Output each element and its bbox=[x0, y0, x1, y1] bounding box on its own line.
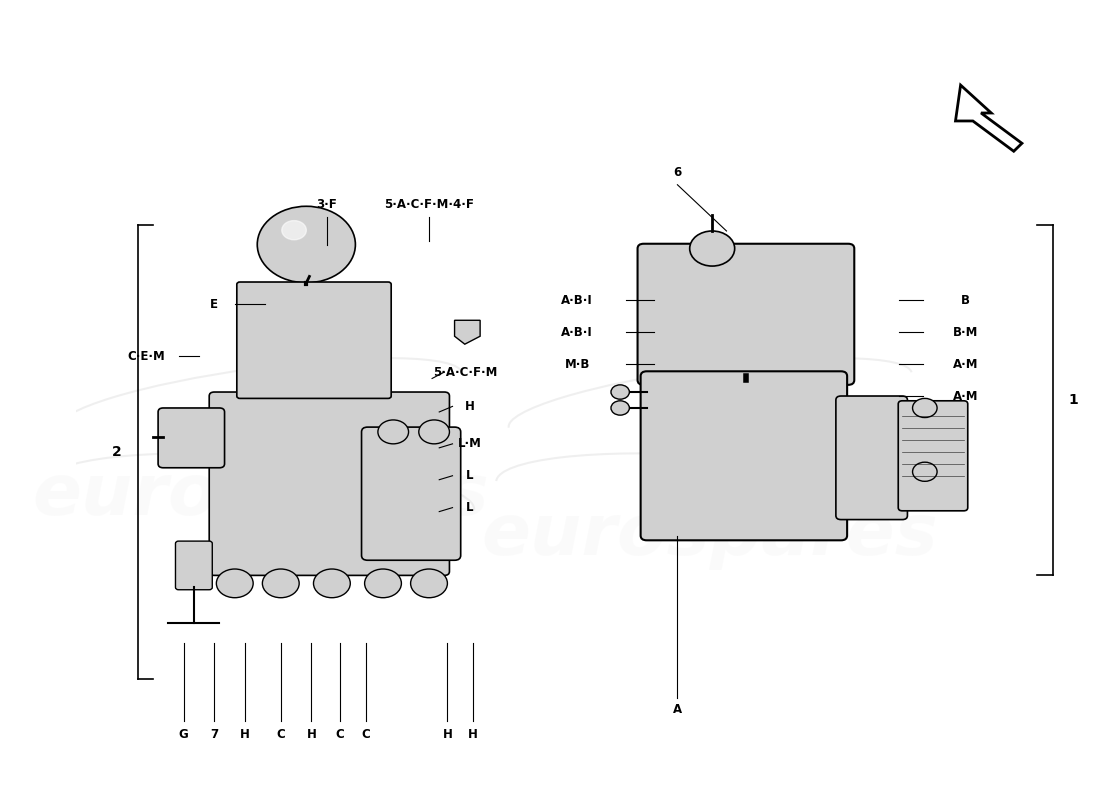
FancyBboxPatch shape bbox=[362, 427, 461, 560]
FancyBboxPatch shape bbox=[899, 401, 968, 511]
Text: 6: 6 bbox=[673, 166, 682, 179]
Text: C: C bbox=[361, 728, 370, 742]
Circle shape bbox=[690, 231, 735, 266]
Text: C·E·M: C·E·M bbox=[126, 350, 165, 362]
Circle shape bbox=[913, 398, 937, 418]
Text: 3·F: 3·F bbox=[317, 198, 338, 211]
Polygon shape bbox=[454, 320, 480, 344]
Circle shape bbox=[282, 221, 306, 240]
Text: eurospares: eurospares bbox=[32, 461, 488, 530]
Text: L·M: L·M bbox=[458, 438, 482, 450]
Circle shape bbox=[263, 569, 299, 598]
FancyBboxPatch shape bbox=[236, 282, 392, 398]
Text: 1: 1 bbox=[1068, 393, 1078, 407]
FancyBboxPatch shape bbox=[640, 371, 847, 540]
Circle shape bbox=[257, 206, 355, 283]
Circle shape bbox=[913, 462, 937, 482]
FancyBboxPatch shape bbox=[638, 244, 855, 385]
Text: 5·A·C·F·M: 5·A·C·F·M bbox=[432, 366, 497, 378]
Text: B·M: B·M bbox=[953, 326, 978, 338]
Text: L: L bbox=[466, 470, 474, 482]
Circle shape bbox=[610, 401, 629, 415]
Circle shape bbox=[378, 420, 408, 444]
Text: 5·A·C·F·M·4·F: 5·A·C·F·M·4·F bbox=[384, 198, 474, 211]
Text: B: B bbox=[961, 294, 970, 307]
Text: C: C bbox=[276, 728, 285, 742]
Polygon shape bbox=[956, 85, 1022, 151]
Circle shape bbox=[314, 569, 350, 598]
Text: 7: 7 bbox=[210, 728, 219, 742]
Text: A·B·I: A·B·I bbox=[561, 326, 593, 338]
FancyBboxPatch shape bbox=[176, 541, 212, 590]
Text: E: E bbox=[210, 298, 218, 311]
Circle shape bbox=[364, 569, 402, 598]
Circle shape bbox=[217, 569, 253, 598]
Text: H: H bbox=[468, 728, 477, 742]
Text: H: H bbox=[442, 728, 452, 742]
Circle shape bbox=[410, 569, 448, 598]
Circle shape bbox=[610, 385, 629, 399]
Text: H: H bbox=[240, 728, 250, 742]
Text: H: H bbox=[465, 400, 475, 413]
Text: A: A bbox=[673, 703, 682, 716]
Circle shape bbox=[419, 420, 450, 444]
Text: M·B: M·B bbox=[564, 358, 590, 370]
Text: 2: 2 bbox=[112, 445, 122, 459]
Text: C: C bbox=[336, 728, 344, 742]
Text: G: G bbox=[179, 728, 188, 742]
Text: eurospares: eurospares bbox=[482, 501, 938, 570]
Text: L: L bbox=[466, 501, 474, 514]
Text: H: H bbox=[307, 728, 317, 742]
Text: A·B·I: A·B·I bbox=[561, 294, 593, 307]
FancyBboxPatch shape bbox=[209, 392, 450, 575]
FancyBboxPatch shape bbox=[836, 396, 908, 519]
FancyBboxPatch shape bbox=[158, 408, 224, 468]
Text: A·M: A·M bbox=[953, 358, 979, 370]
Text: A·M: A·M bbox=[953, 390, 979, 402]
